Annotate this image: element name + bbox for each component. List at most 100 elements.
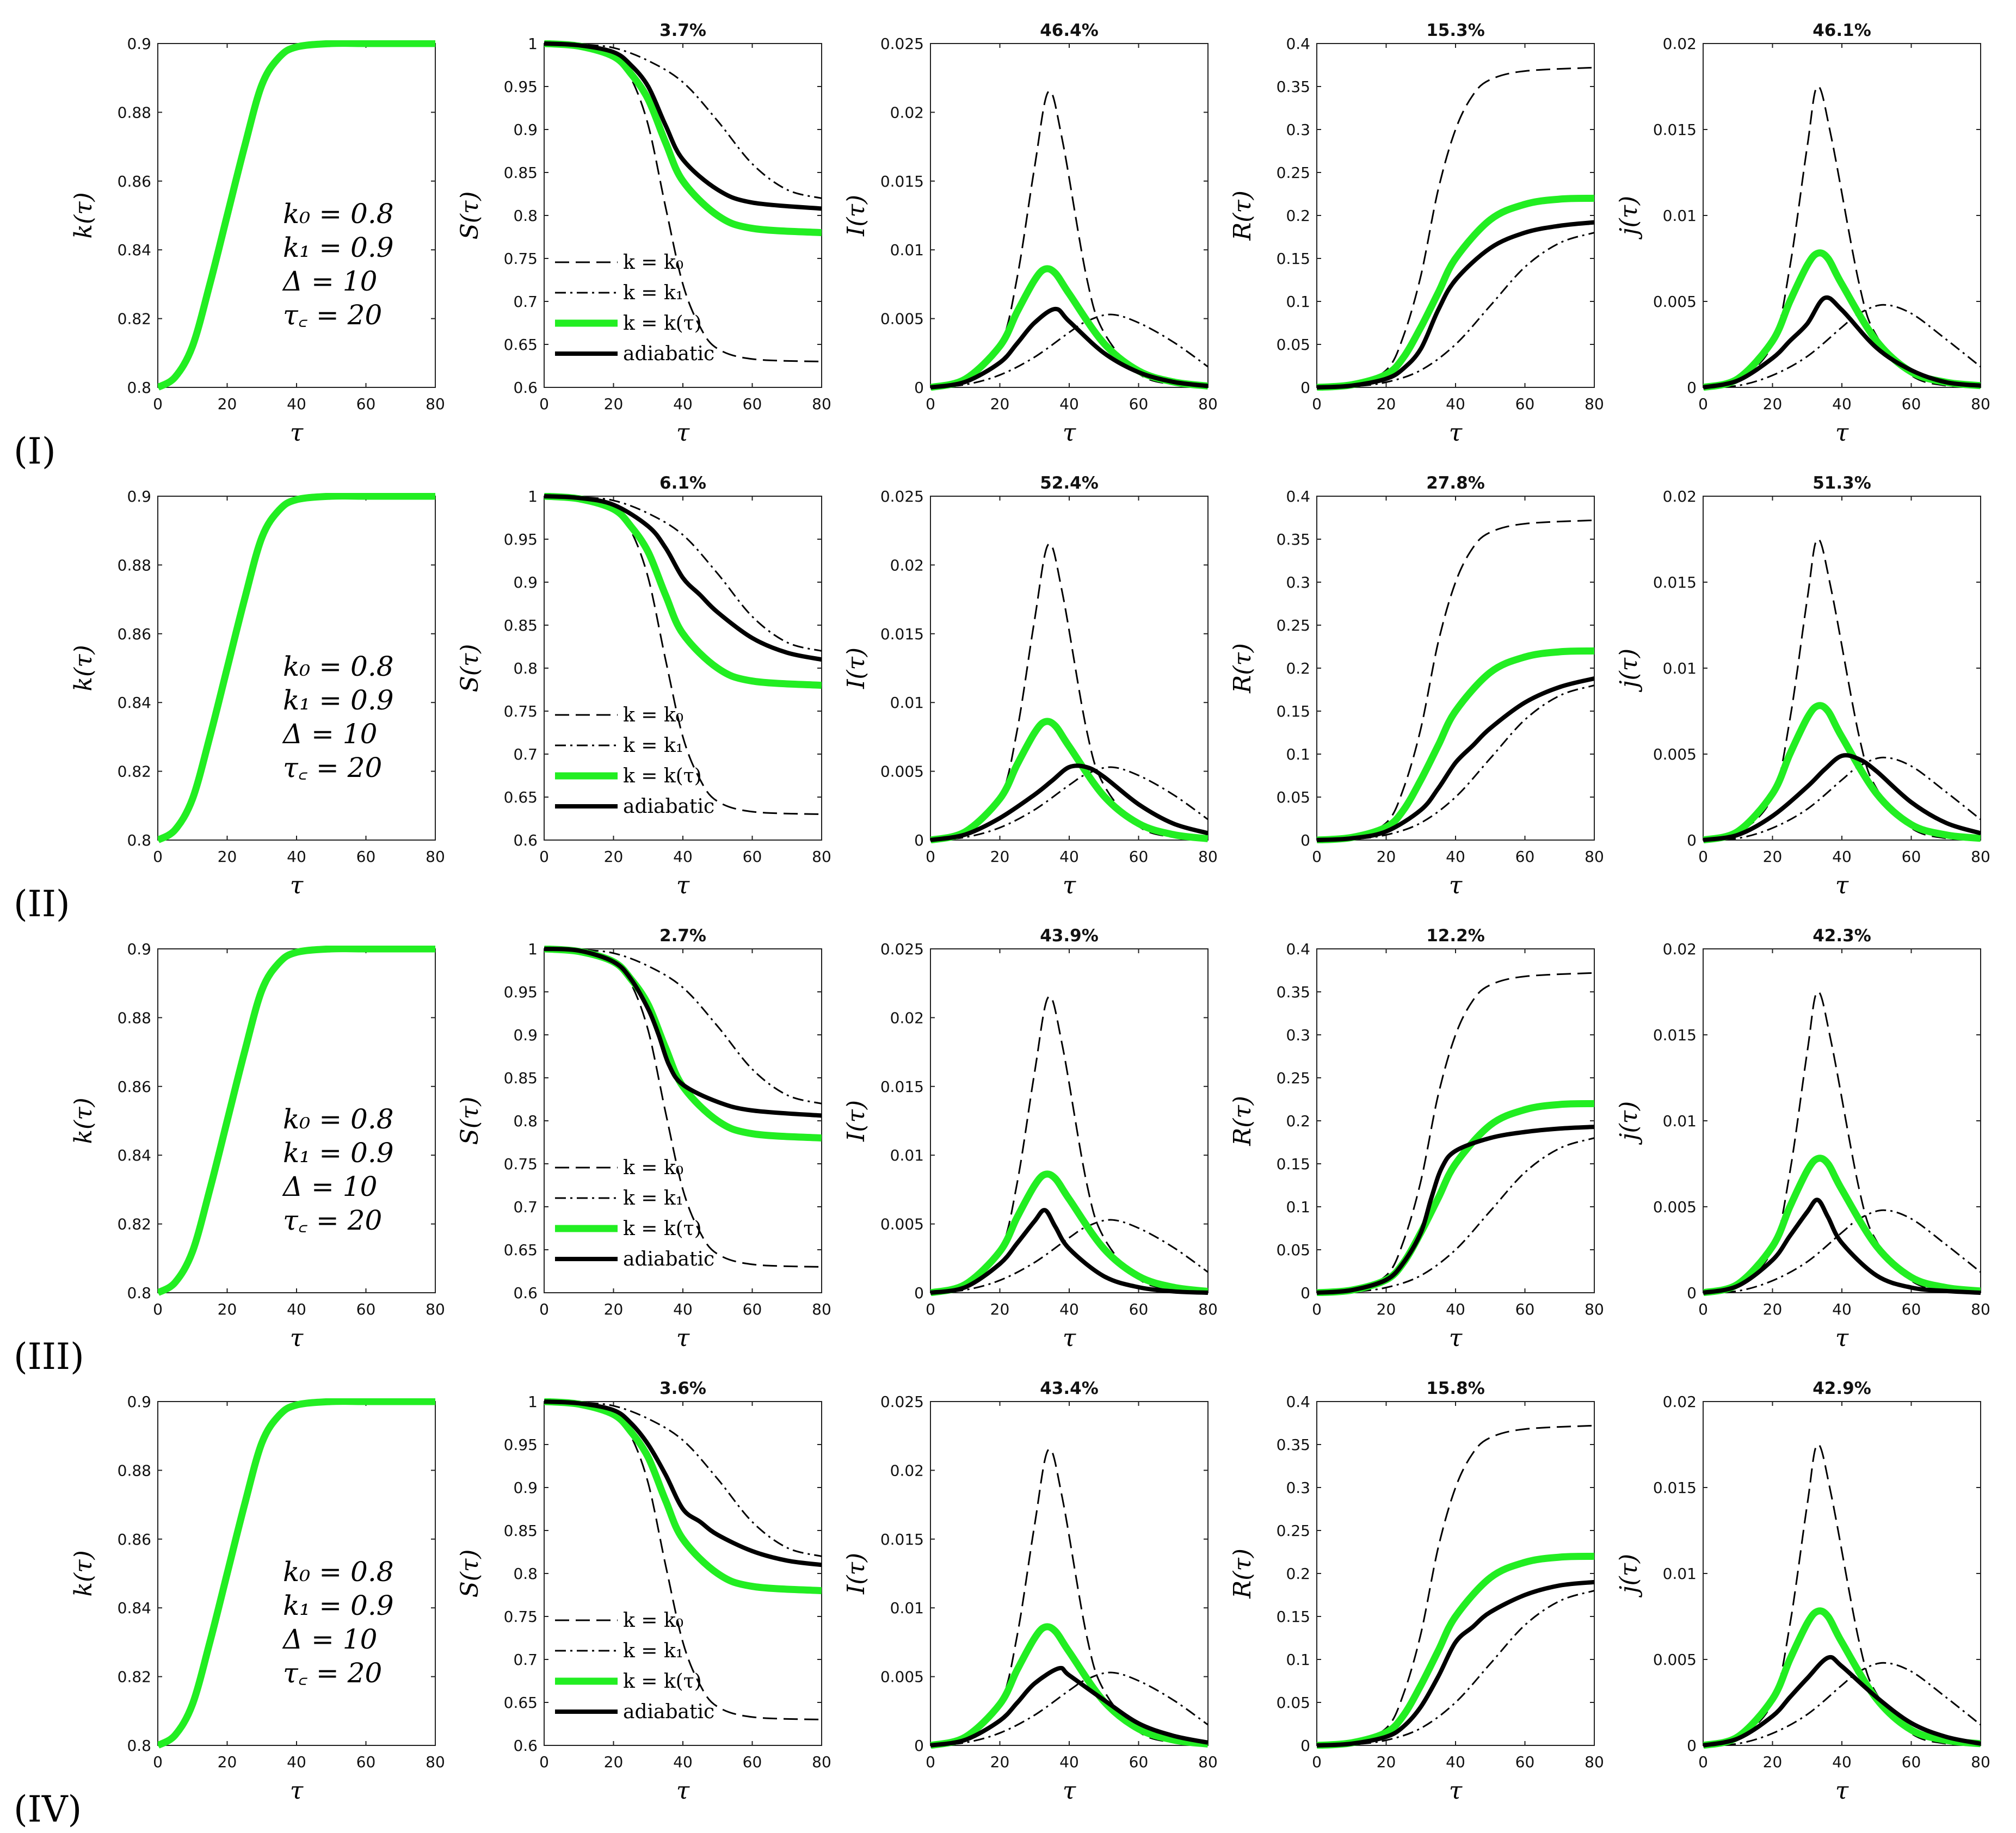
y-tick-label: 0.01: [1663, 1112, 1697, 1130]
series-line-k0: [930, 1448, 1208, 1746]
y-tick-label: 0.95: [504, 1436, 538, 1454]
y-tick-label: 0.86: [118, 1530, 151, 1548]
y-tick-label: 0.2: [1286, 659, 1310, 677]
y-tick-label: 0.15: [1277, 1155, 1310, 1173]
y-tick-label: 1: [528, 1393, 538, 1411]
y-tick-label: 0.015: [1653, 1026, 1697, 1044]
legend-label-adiabatic: adiabatic: [623, 343, 714, 365]
x-tick-label: 20: [218, 1300, 237, 1318]
axes-frame: [930, 1401, 1209, 1746]
y-tick-label: 0.02: [1663, 35, 1697, 53]
legend-label-k0: k = k₀: [623, 1609, 683, 1632]
series-line-ktau: [1317, 194, 1594, 391]
y-tick-label: 0.6: [513, 1737, 538, 1755]
panel-R-row-2: 0 0.05 0.1 0.15 0.2 0.25 0.3 0.35 0.4 0 20 40 60 80 τ R…: [1229, 473, 1604, 899]
y-axis-label: I(τ): [842, 195, 870, 237]
series-line-ktau: [1703, 249, 1981, 391]
x-axis-label: τ: [676, 1324, 690, 1352]
series-line-adiabatic: [544, 947, 822, 1118]
y-tick-label: 0.005: [1653, 1198, 1697, 1216]
x-axis-label: τ: [1063, 419, 1076, 447]
x-tick-label: 0: [1312, 1753, 1322, 1771]
series-line-k1: [930, 1219, 1208, 1294]
y-tick-label: 0.01: [890, 241, 924, 259]
series-line-adiabatic: [1317, 220, 1594, 390]
x-tick-label: 60: [1902, 848, 1921, 866]
y-tick-label: 0.01: [1663, 207, 1697, 225]
x-tick-label: 20: [604, 848, 624, 866]
x-axis-label: τ: [290, 872, 304, 899]
y-tick-label: 0.02: [1663, 1393, 1697, 1411]
parameter-text: τ꜀ = 20: [283, 1657, 382, 1689]
y-tick-label: 0.01: [1663, 659, 1697, 677]
series-line-adiabatic: [1703, 1198, 1981, 1295]
panel-R-row-3: 0 0.05 0.1 0.15 0.2 0.25 0.3 0.35 0.4 0 20 40 60 80 τ R…: [1229, 926, 1604, 1352]
x-tick-label: 80: [1585, 1753, 1604, 1771]
y-tick-label: 0.7: [513, 745, 538, 763]
axes-frame: [1703, 43, 1981, 388]
y-tick-label: 0.025: [880, 35, 924, 53]
y-axis-label: j(τ): [1615, 1554, 1643, 1598]
y-tick-label: 0.35: [1277, 530, 1310, 548]
y-tick-label: 0.8: [513, 1112, 538, 1130]
y-tick-label: 1: [528, 487, 538, 505]
x-tick-label: 0: [926, 395, 935, 413]
y-tick-label: 0.85: [504, 1069, 538, 1087]
y-tick-label: 0.9: [127, 487, 151, 505]
parameter-text: k₀ = 0.8: [283, 1103, 394, 1135]
series-line-adiabatic: [544, 1399, 822, 1567]
x-axis-label: τ: [1449, 872, 1463, 899]
x-axis-label: τ: [1449, 1324, 1463, 1352]
y-tick-label: 0.75: [504, 1608, 538, 1626]
y-axis-label: I(τ): [842, 647, 870, 689]
series-line-k1: [1703, 756, 1981, 841]
parameter-text: τ꜀ = 20: [283, 1205, 382, 1236]
x-tick-label: 60: [1129, 1753, 1149, 1771]
y-tick-label: 0.7: [513, 1651, 538, 1669]
x-tick-label: 60: [743, 395, 762, 413]
legend-label-ktau: k = k(τ): [623, 1218, 702, 1240]
y-tick-label: 0: [914, 379, 924, 397]
x-tick-label: 60: [1902, 1300, 1921, 1318]
panel-title: 52.4%: [1040, 473, 1099, 493]
panel-title: 42.9%: [1812, 1379, 1871, 1398]
axes-frame: [1316, 43, 1595, 388]
parameter-text: τ꜀ = 20: [283, 752, 382, 783]
series-line-k1: [1317, 1137, 1594, 1294]
y-tick-label: 0.75: [504, 1155, 538, 1173]
y-tick-label: 0.88: [118, 1461, 151, 1479]
y-tick-label: 0: [914, 1737, 924, 1755]
series-line-adiabatic: [1317, 1579, 1594, 1748]
y-tick-label: 0.005: [880, 1215, 924, 1233]
y-tick-label: 0.15: [1277, 702, 1310, 720]
series-line-k0: [1703, 538, 1981, 841]
x-tick-label: 80: [1198, 848, 1218, 866]
x-tick-label: 60: [1515, 395, 1535, 413]
x-tick-label: 0: [926, 848, 935, 866]
series-line-adiabatic: [544, 494, 822, 662]
y-tick-label: 0.35: [1277, 1436, 1310, 1454]
x-tick-label: 60: [356, 395, 376, 413]
y-tick-label: 0.88: [118, 103, 151, 121]
row-label: (IV): [14, 1788, 82, 1830]
y-tick-label: 0.15: [1277, 250, 1310, 268]
y-tick-label: 0.015: [880, 172, 924, 190]
x-tick-label: 80: [426, 848, 445, 866]
y-tick-label: 0.9: [513, 121, 538, 139]
parameter-text: Δ = 10: [282, 1624, 377, 1655]
x-axis-label: τ: [676, 1777, 690, 1805]
x-tick-label: 40: [1446, 1300, 1465, 1318]
x-tick-label: 80: [1971, 395, 1990, 413]
y-axis-label: k(τ): [70, 192, 97, 238]
axes-frame: [1316, 948, 1595, 1293]
x-tick-label: 80: [1585, 1300, 1604, 1318]
series-line-ktau: [158, 40, 435, 391]
series-line-ktau: [544, 1398, 822, 1595]
x-axis-label: τ: [1835, 1777, 1849, 1805]
axes-frame: [930, 948, 1209, 1293]
y-tick-label: 0.6: [513, 379, 538, 397]
x-tick-label: 60: [743, 1300, 762, 1318]
y-tick-label: 0.86: [118, 172, 151, 190]
x-tick-label: 60: [1515, 848, 1535, 866]
